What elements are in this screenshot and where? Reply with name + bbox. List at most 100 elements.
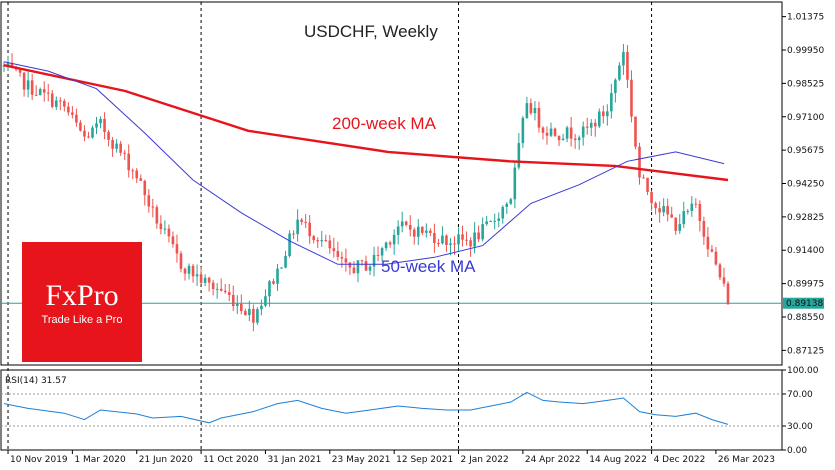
candle-body: [38, 89, 42, 96]
price-tick-label: 1.01375: [787, 13, 824, 23]
candle-body: [324, 240, 328, 242]
candle-body: [573, 138, 577, 141]
candle-body: [525, 103, 529, 118]
candle-body: [726, 283, 730, 305]
candle-body: [260, 305, 263, 310]
candle-body: [328, 240, 332, 249]
candle-body: [256, 309, 259, 323]
price-tick-label: 0.97100: [787, 113, 824, 123]
fxpro-logo: FxPro Trade Like a Pro: [22, 242, 142, 362]
candle-body: [316, 240, 320, 242]
price-tick-label: 0.88550: [787, 313, 824, 323]
ma50-line: [3, 61, 725, 265]
candle-body: [123, 152, 126, 154]
rsi-tick-label: 70.00: [787, 390, 813, 400]
candle-body: [131, 170, 135, 172]
price-tick-label: 0.98525: [787, 79, 824, 89]
current-price-label: 0.89138: [786, 299, 823, 309]
date-separators: [7, 2, 653, 450]
time-tick-label: 23 May 2021: [332, 455, 391, 465]
candle-body: [332, 248, 336, 252]
time-tick-label: 21 Jun 2020: [139, 455, 193, 465]
rsi-line: [3, 391, 729, 425]
time-tick-label: 31 Jan 2021: [267, 455, 321, 465]
time-axis: 10 Nov 2019 1 Mar 2020 21 Jun 2020 11 Oct 2…: [7, 450, 775, 465]
logo-background: [22, 242, 142, 362]
candle-body: [565, 127, 569, 139]
candle-body: [151, 206, 155, 208]
candle-body: [449, 243, 452, 245]
candle-body: [630, 79, 633, 117]
price-tick-label: 0.87125: [787, 346, 824, 356]
candle-body: [304, 221, 307, 223]
ma200-line: [3, 64, 729, 182]
candle-body: [425, 230, 428, 233]
candle-body: [581, 126, 585, 138]
rsi-tick-label: 0.00: [787, 446, 807, 456]
candle-body: [670, 214, 673, 218]
candle-body: [400, 221, 404, 227]
candle-body: [10, 62, 14, 68]
candle-body: [606, 111, 609, 117]
candle-body: [453, 243, 456, 245]
candle-body: [199, 274, 203, 283]
candle-body: [714, 251, 718, 265]
price-tick-label: 0.95675: [787, 146, 824, 156]
candle-body: [119, 143, 122, 153]
candle-body: [662, 205, 665, 213]
candle-body: [533, 108, 537, 114]
candle-body: [352, 267, 356, 274]
candle-body: [376, 254, 380, 256]
candle-body: [308, 222, 311, 237]
candle-body: [702, 221, 706, 237]
candle-body: [408, 224, 412, 230]
candle-body: [710, 249, 714, 252]
ma200-label: 200-week MA: [332, 114, 437, 133]
candle-body: [115, 143, 118, 149]
candle-body: [722, 277, 726, 284]
candle-body: [541, 127, 545, 133]
candle-body: [79, 122, 82, 131]
candle-body: [646, 177, 649, 192]
candle-body: [139, 178, 143, 181]
candle-body: [215, 288, 219, 290]
candle-body: [312, 236, 316, 241]
candle-body: [155, 207, 159, 224]
candle-body: [183, 268, 187, 274]
candle-body: [191, 265, 195, 277]
candle-body: [356, 260, 360, 274]
time-tick-label: 14 Aug 2022: [589, 455, 647, 465]
candle-body: [26, 80, 30, 90]
logo-tagline: Trade Like a Pro: [42, 314, 123, 326]
candle-body: [372, 254, 376, 267]
rsi-tick-label: 30.00: [787, 422, 813, 432]
rsi-pane-frame: [0, 369, 783, 451]
candle-body: [364, 261, 368, 271]
candle-body: [34, 94, 38, 96]
candle-body: [618, 65, 621, 80]
candle-body: [223, 290, 227, 293]
current-price-badge: 0.89138: [783, 297, 824, 309]
candle-body: [473, 232, 476, 247]
candle-body: [445, 235, 448, 245]
candle-body: [384, 242, 388, 249]
candle-body: [95, 123, 98, 128]
candle-body: [227, 292, 231, 295]
candle-body: [465, 239, 468, 241]
candle-body: [6, 62, 10, 66]
candle-body: [187, 265, 191, 274]
candle-body: [63, 100, 66, 107]
candle-body: [690, 203, 694, 211]
candle-body: [42, 89, 46, 93]
candle-body: [521, 117, 525, 144]
candle-body: [416, 226, 420, 237]
candle-body: [517, 143, 521, 168]
candle-body: [489, 220, 492, 222]
candle-body: [529, 103, 533, 114]
candle-body: [360, 260, 364, 262]
price-tick-label: 0.91400: [787, 246, 824, 256]
candle-body: [54, 100, 58, 107]
time-tick-label: 12 Sep 2021: [396, 455, 453, 465]
price-tick-label: 0.92825: [787, 213, 824, 223]
candle-body: [610, 93, 613, 112]
